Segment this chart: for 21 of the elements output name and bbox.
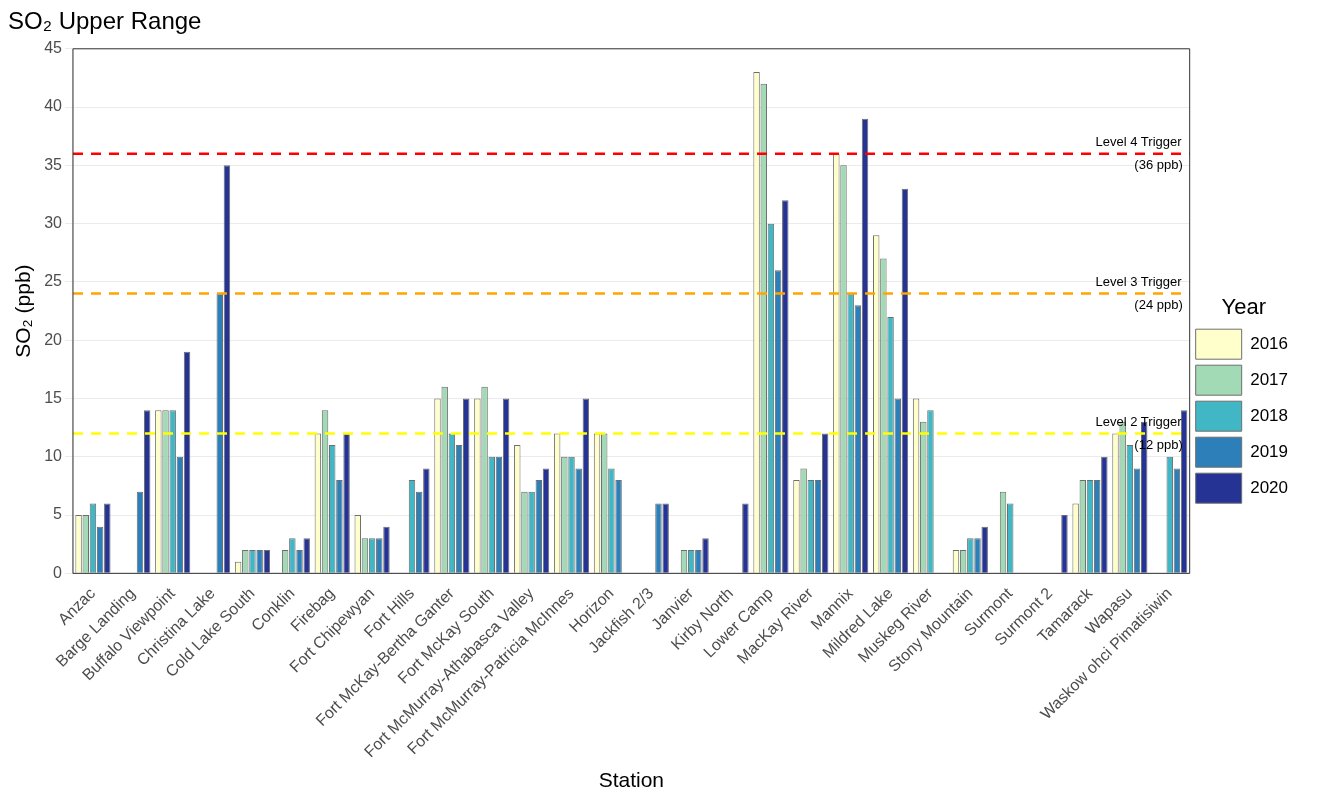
y-tick-label: 35 (44, 155, 63, 173)
y-tick-label: 40 (44, 97, 63, 115)
y-tick-label: 15 (44, 388, 63, 406)
legend-title: Year (1221, 293, 1267, 319)
legend-label: 2018 (1250, 405, 1289, 425)
y-tick-label: 25 (44, 272, 63, 290)
y-tick-label: 0 (53, 563, 63, 581)
legend-label: 2016 (1250, 333, 1289, 353)
ref-line-label: Level 3 Trigger (24 ppb) (1095, 273, 1183, 312)
x-axis-title: Station (598, 768, 665, 792)
legend-label: 2019 (1250, 441, 1289, 461)
chart-title: SO₂ Upper Range (8, 7, 202, 35)
legend-label: 2017 (1250, 369, 1289, 389)
legend-label: 2020 (1250, 477, 1289, 497)
y-tick-label: 20 (44, 330, 63, 348)
y-tick-label: 10 (44, 447, 63, 465)
ref-line-label: Level 4 Trigger (36 ppb) (1095, 133, 1183, 172)
y-tick-label: 45 (44, 39, 63, 57)
y-axis-title: SO₂ (ppb) (11, 264, 35, 358)
y-tick-label: 30 (44, 214, 63, 232)
y-tick-label: 5 (53, 505, 63, 523)
